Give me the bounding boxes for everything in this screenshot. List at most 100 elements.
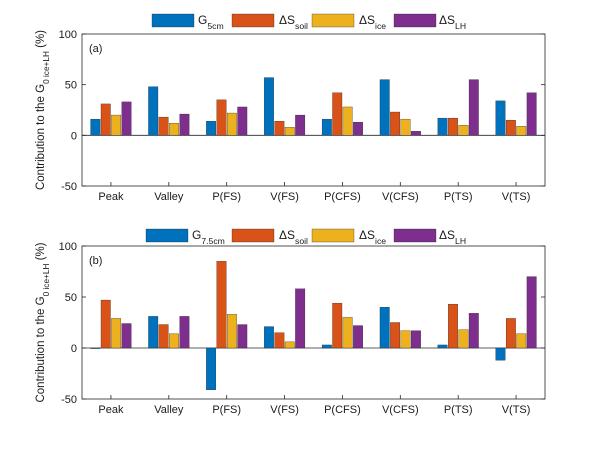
bar-G [437,117,448,136]
bar-LH [411,131,421,136]
bar-soil [216,261,227,349]
bar-LH [411,330,421,349]
legend-swatch-LH [393,13,437,28]
bar-ice [284,341,295,349]
bar-G [437,344,448,349]
bar-LH [526,92,537,136]
bar-LH [295,114,306,136]
bar-G [321,344,332,349]
bar-G [495,347,506,361]
legend-label: ΔSLH [439,13,466,31]
legend-label-main: ΔS [279,13,295,27]
y-tick-label: -50 [61,181,77,193]
legend-label: ΔSice [359,13,386,31]
bar-ice [226,314,237,349]
bar-LH [179,316,190,349]
y-tick-label: 0 [71,343,77,355]
legend: G5cm ΔSsoil ΔSice ΔSLH [151,13,466,31]
bar-soil [100,103,111,136]
bar-G [148,86,159,136]
bar-ice [458,125,469,136]
bar-ice [111,318,122,349]
legend-label-subscript: soil [295,21,308,31]
bar-LH [353,122,363,136]
bar-soil [100,299,111,349]
y-axis-label: Contribution to the G0 ice+LH (%) [35,30,51,190]
y-tick-label: 100 [59,29,77,41]
legend-label: G5cm [198,13,224,31]
legend-label-main: ΔS [359,228,375,242]
bar-G [264,77,274,136]
x-tick-label: Peak [98,404,124,416]
y-tick-label: 50 [65,80,77,92]
bar-LH [121,101,132,136]
bar-G [379,307,390,349]
bar-G [495,100,506,136]
bar-soil [274,332,285,349]
plot-area-frame [81,245,546,400]
bar-soil [448,117,458,136]
bar-LH [295,288,306,349]
x-tick-label: V(TS) [502,404,531,416]
y-axis-label-unit: (%) [35,30,47,51]
bar-ice [516,333,527,349]
bar-G [206,120,216,136]
bar-ice [111,114,122,136]
legend-swatch-ice [311,228,355,243]
bar-ice [169,333,179,349]
bar-ice [458,329,469,349]
bar-LH [179,113,190,136]
bar-soil [158,116,169,136]
bar-LH [121,323,132,349]
legend: G7.5cm ΔSsoil ΔSice ΔSLH [145,228,466,246]
bar-ice [169,123,179,136]
chart-panel: -50 0 50 100 Peak Valley P(FS) V(FS) P(CFS) V(CFS… [35,13,546,203]
x-tick-label: P(CFS) [324,404,361,416]
bar-LH [237,106,248,136]
panel-label: (a) [89,43,102,55]
legend-label-main: G [192,228,201,242]
bar-soil [216,99,227,136]
chart-panel: -50 0 50 100 Peak Valley P(FS) V(FS) P(CFS) V(CFS… [35,228,546,416]
legend-label-main: G [198,13,207,27]
legend-swatch-ice [311,13,355,28]
bar-G [206,347,216,390]
bar-soil [505,318,516,349]
bar-soil [448,303,458,349]
bar-soil [274,120,285,136]
y-tick-label: 50 [65,292,77,304]
y-axis-label-subscript: 0 ice+LH [42,51,51,84]
legend-swatch-G [145,228,189,243]
legend-label-subscript: ice [375,21,386,31]
legend-label-subscript: soil [295,236,308,246]
x-tick-label: Valley [154,191,184,203]
bar-G [321,118,332,136]
bar-G [148,316,159,349]
bar-LH [353,325,363,349]
bar-LH [237,324,248,349]
bar-ice [342,317,353,349]
bar-soil [390,322,401,349]
legend-label: ΔSsoil [279,13,308,31]
y-axis-label-main: Contribution to the G [35,296,47,402]
bar-soil [390,111,401,136]
bar-soil [332,92,343,136]
bar-G [379,79,390,136]
legend-label: G7.5cm [192,228,225,246]
bar-ice [400,118,411,136]
legend-label: ΔSLH [439,228,466,246]
bar-ice [226,112,237,136]
y-tick-label: 0 [71,130,77,142]
bar-LH [468,313,479,349]
bar-LH [526,276,537,349]
y-axis-label-unit: (%) [35,242,47,263]
x-tick-label: V(FS) [270,404,299,416]
x-tick-label: Peak [98,191,124,203]
y-axis-label: Contribution to the G0 ice+LH (%) [35,242,51,402]
x-tick-label: P(CFS) [324,191,361,203]
legend-label-main: ΔS [279,228,295,242]
legend-label-main: ΔS [439,13,455,27]
legend-swatch-G [151,13,195,28]
legend-swatch-soil [231,228,275,243]
x-tick-label: V(CFS) [382,404,419,416]
